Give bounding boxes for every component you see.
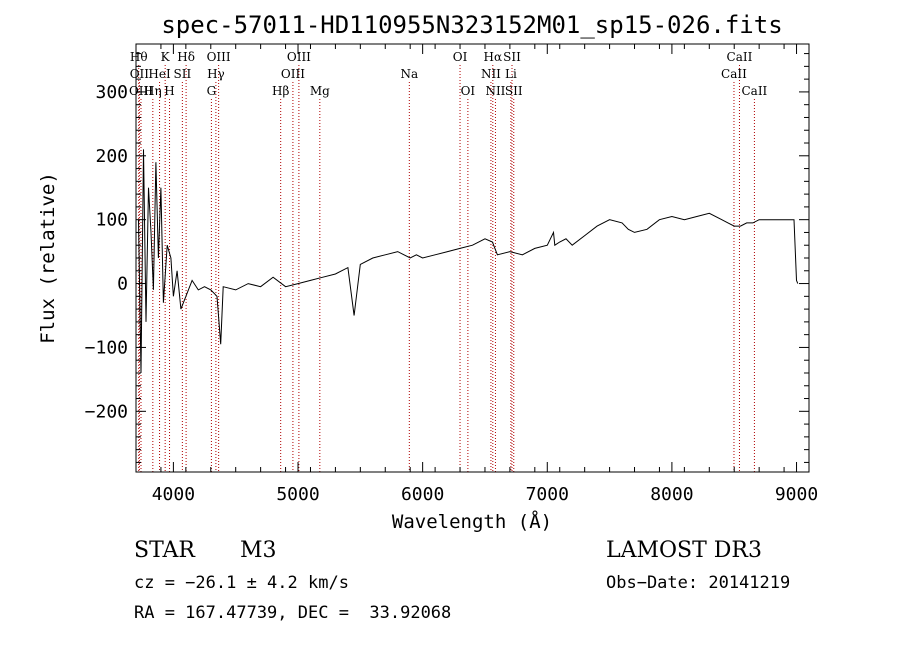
y-axis-label: Flux (relative) [37,172,59,344]
spectral-line-label: CaII [741,84,767,98]
object-class: STAR [134,538,195,563]
spectral-line-label: Hθ [130,50,148,64]
spectral-line-label: HeI [148,67,171,81]
spectral-lines: Hθ OII OIII K HeI Hη SII Hδ H OIII Hγ G Hβ OIII OIII Mg… [129,50,768,472]
x-axis-label: Wavelength (Å) [392,510,552,533]
spectrum-line [138,149,799,374]
spectral-line-label: Hη [144,84,162,98]
spectral-line-label: OIII [207,50,231,64]
spectral-line-label: SII [174,67,192,81]
y-tick-label: 200 [95,146,128,167]
chart-title: spec-57011-HD110955N323152M01_sp15-026.f… [161,11,782,39]
spectral-line-label: OII [130,67,150,81]
spectral-line-label: G [207,84,217,98]
spectral-line-label: OIII [281,67,305,81]
spectral-line-label: Na [400,67,418,81]
spectral-line-label: Li [505,67,517,81]
y-tick-label: 100 [95,210,128,231]
spectral-line-label: Hδ [177,50,195,64]
y-tick-label: −100 [85,337,128,358]
survey-name: LAMOST DR3 [606,538,762,563]
redshift-value: cz = −26.1 ± 4.2 km/s [134,573,349,593]
coordinates: RA = 167.47739, DEC = 33.92068 [134,603,452,623]
spectral-line-label: OI [461,84,476,98]
spectral-line-label: H [164,84,174,98]
spectral-line-label: OIII [287,50,311,64]
obs-date: Obs−Date: 20141219 [606,573,791,593]
spectral-line-label: Mg [310,84,330,98]
spectral-line-label: Hα [484,50,503,64]
subclass: M3 [240,538,277,563]
x-tick-label: 8000 [650,484,693,505]
spectral-line-label: NII [485,84,505,98]
y-tick-label: 300 [95,82,128,103]
spectral-line-label: SII [503,50,521,64]
x-tick-label: 4000 [152,484,195,505]
spectral-line-label: CaII [721,67,747,81]
y-tick-label: 0 [117,274,128,295]
y-tick-label: −200 [85,401,128,422]
spectral-line-label: OI [453,50,468,64]
x-tick-label: 9000 [775,484,818,505]
x-tick-label: 5000 [276,484,319,505]
x-tick-label: 6000 [401,484,444,505]
spectral-line-label: Hβ [272,84,289,98]
spectral-line-label: NII [481,67,501,81]
plot-frame [135,43,810,473]
axis-ticks: 4000 5000 6000 7000 8000 9000 300 200 100 0 −100 −2… [85,44,818,505]
spectral-line-label: SII [505,84,523,98]
x-tick-label: 7000 [526,484,569,505]
spectral-line-label: OIII [129,84,153,98]
spectral-line-label: CaII [727,50,753,64]
spectral-line-label: Hγ [207,67,225,81]
spectral-line-label: K [161,50,171,64]
